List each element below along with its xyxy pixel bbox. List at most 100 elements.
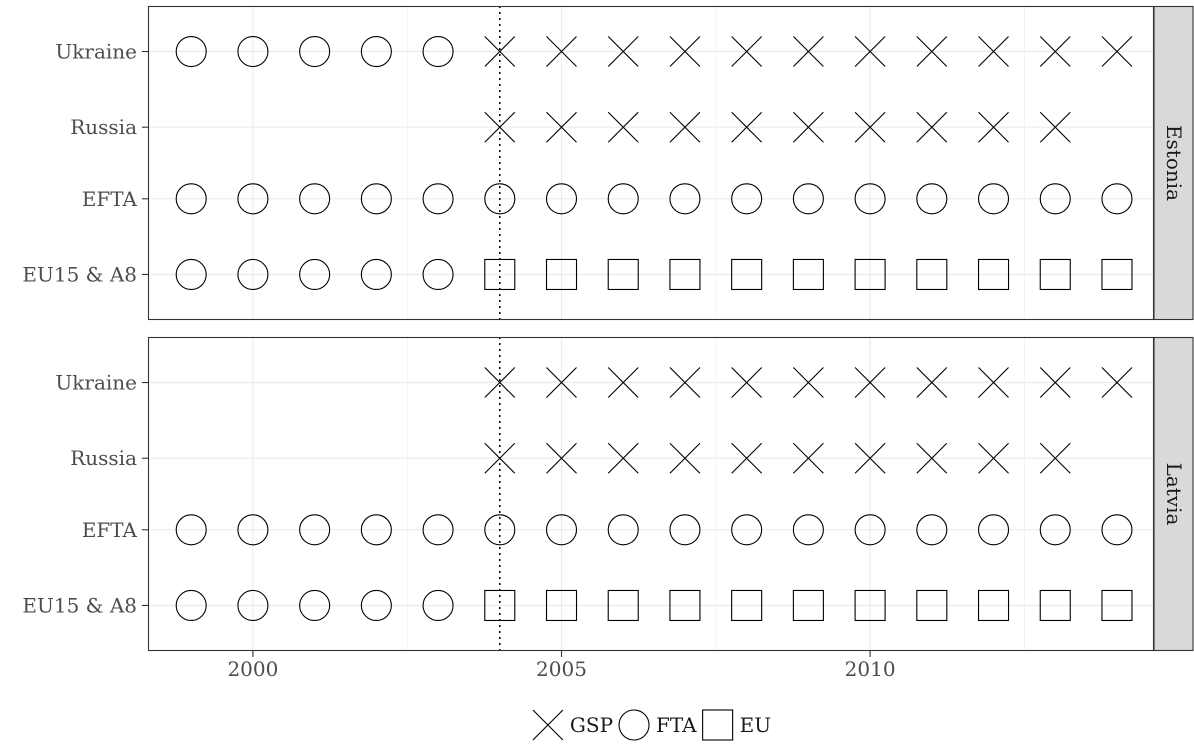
y-tick-label: Ukraine	[55, 40, 137, 64]
legend-key-fta	[618, 709, 650, 741]
point-efta-2001-fta	[299, 514, 331, 546]
point-ukraine-2004-gsp	[484, 36, 516, 67]
point-ukraine-2012-gsp	[978, 36, 1009, 67]
point-efta-2000-fta	[237, 183, 269, 215]
y-tick-label: Russia	[70, 115, 137, 139]
point-russia-2005-gsp	[546, 442, 577, 474]
point-ukraine-2010-gsp	[854, 36, 886, 67]
point-eu15-and-a8-2010-eu	[854, 258, 886, 291]
point-eu15-and-a8-2014-eu	[1101, 589, 1133, 622]
point-eu15-and-a8-2012-eu	[977, 589, 1010, 622]
point-russia-2011-gsp	[916, 111, 948, 143]
point-ukraine-2008-gsp	[731, 367, 763, 398]
point-efta-2007-fta	[669, 183, 701, 215]
point-ukraine-2009-gsp	[792, 36, 824, 67]
point-efta-2011-fta	[916, 514, 948, 546]
point-efta-2012-fta	[977, 514, 1010, 546]
point-efta-2007-fta	[669, 514, 701, 546]
point-efta-2004-fta	[484, 183, 516, 215]
y-tick-label: EU15 & A8	[22, 262, 137, 286]
point-efta-2013-fta	[1039, 514, 1071, 546]
point-russia-2007-gsp	[669, 111, 701, 143]
point-efta-2005-fta	[545, 514, 578, 546]
y-tick-label: EU15 & A8	[22, 593, 137, 617]
point-efta-1999-fta	[175, 183, 207, 215]
point-ukraine-2013-gsp	[1039, 36, 1071, 67]
point-efta-2014-fta	[1101, 183, 1133, 215]
point-eu15-and-a8-2011-eu	[916, 258, 948, 291]
point-russia-2011-gsp	[916, 442, 948, 474]
point-efta-2002-fta	[360, 183, 392, 215]
point-efta-2013-fta	[1039, 183, 1071, 215]
point-ukraine-2008-gsp	[731, 36, 763, 67]
point-ukraine-2002-fta	[360, 35, 392, 68]
point-russia-2006-gsp	[607, 111, 639, 143]
point-russia-2004-gsp	[484, 111, 516, 143]
point-eu15-and-a8-2009-eu	[792, 589, 824, 622]
point-efta-2010-fta	[854, 183, 886, 215]
point-eu15-and-a8-2001-fta	[299, 589, 331, 622]
point-eu15-and-a8-2004-eu	[484, 589, 516, 622]
point-eu15-and-a8-2014-eu	[1101, 258, 1133, 291]
point-eu15-and-a8-2006-eu	[607, 589, 639, 622]
point-ukraine-2014-gsp	[1101, 36, 1133, 67]
point-russia-2007-gsp	[669, 442, 701, 474]
point-ukraine-2005-gsp	[546, 367, 577, 398]
point-russia-2008-gsp	[731, 442, 763, 474]
point-russia-2013-gsp	[1039, 111, 1071, 143]
point-ukraine-2014-gsp	[1101, 367, 1133, 398]
point-efta-2000-fta	[237, 514, 269, 546]
point-ukraine-2007-gsp	[669, 367, 701, 398]
point-eu15-and-a8-2008-eu	[731, 589, 763, 622]
point-efta-2001-fta	[299, 183, 331, 215]
point-eu15-and-a8-2013-eu	[1039, 258, 1071, 291]
point-efta-2003-fta	[422, 183, 454, 215]
point-eu15-and-a8-2013-eu	[1039, 589, 1071, 622]
point-eu15-and-a8-1999-fta	[175, 258, 207, 291]
point-eu15-and-a8-2002-fta	[360, 589, 392, 622]
point-russia-2012-gsp	[978, 442, 1009, 474]
strip-label: Latvia	[1162, 463, 1186, 526]
strip-label: Estonia	[1162, 125, 1186, 201]
point-efta-2004-fta	[484, 514, 516, 546]
point-ukraine-1999-fta	[175, 35, 207, 68]
point-russia-2009-gsp	[792, 111, 824, 143]
point-efta-2002-fta	[360, 514, 392, 546]
point-efta-2005-fta	[545, 183, 578, 215]
point-eu15-and-a8-2008-eu	[731, 258, 763, 291]
strip-background	[1153, 5, 1194, 321]
point-ukraine-2005-gsp	[546, 36, 577, 67]
legend-label: GSP	[570, 713, 613, 737]
point-ukraine-2009-gsp	[792, 367, 824, 398]
point-eu15-and-a8-2003-fta	[422, 258, 454, 291]
point-ukraine-2010-gsp	[854, 367, 886, 398]
point-efta-2006-fta	[607, 514, 639, 546]
point-ukraine-2013-gsp	[1039, 367, 1071, 398]
y-tick-label: Russia	[70, 446, 137, 470]
x-tick-label: 2000	[227, 657, 278, 681]
point-ukraine-2001-fta	[299, 35, 331, 68]
point-efta-2012-fta	[977, 183, 1010, 215]
panel-estonia: Estonia EU15 & A8 EFTA Russia Ukraine	[22, 5, 1194, 321]
point-efta-2009-fta	[792, 183, 824, 215]
point-russia-2006-gsp	[607, 442, 639, 474]
y-tick-label: EFTA	[82, 187, 138, 211]
point-efta-2006-fta	[607, 183, 639, 215]
point-ukraine-2011-gsp	[916, 36, 948, 67]
y-tick-label: EFTA	[82, 518, 138, 542]
point-eu15-and-a8-2007-eu	[669, 589, 701, 622]
point-russia-2004-gsp	[484, 442, 516, 474]
point-russia-2010-gsp	[854, 111, 886, 143]
panel-background	[148, 6, 1154, 320]
point-eu15-and-a8-2009-eu	[792, 258, 824, 291]
legend-key-gsp	[532, 709, 564, 741]
legend-label: FTA	[656, 713, 697, 737]
panel-latvia: Latvia EU15 & A8 EFTA Russia Ukraine	[22, 336, 1194, 652]
point-efta-2003-fta	[422, 514, 454, 546]
point-eu15-and-a8-2001-fta	[299, 258, 331, 291]
point-ukraine-2012-gsp	[978, 367, 1009, 398]
panel-background	[148, 337, 1154, 651]
point-ukraine-2006-gsp	[607, 367, 639, 398]
point-eu15-and-a8-1999-fta	[175, 589, 207, 622]
